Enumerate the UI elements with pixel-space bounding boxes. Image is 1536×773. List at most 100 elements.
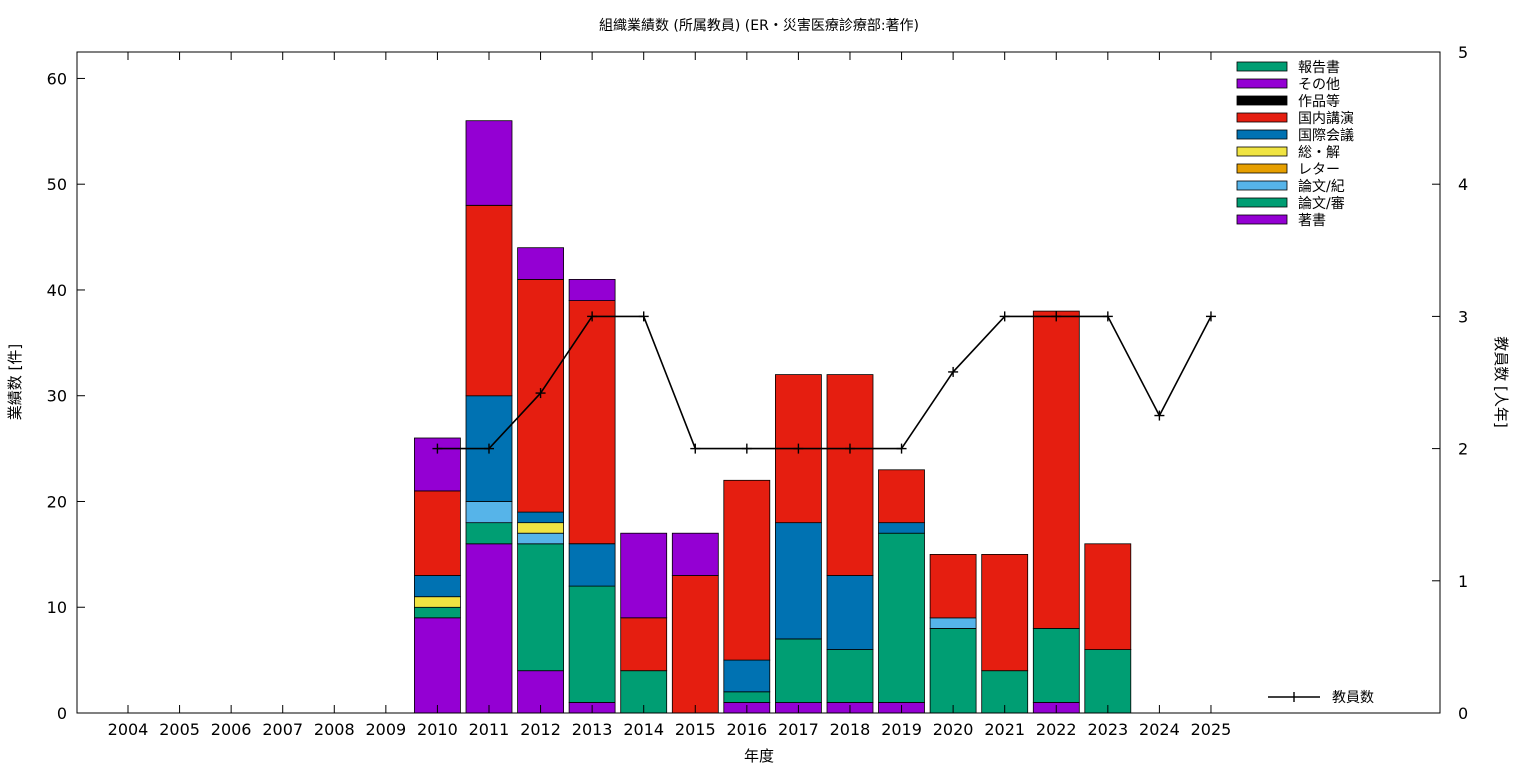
y2-tick-label: 5 [1458, 43, 1468, 62]
line-point [896, 443, 907, 454]
x-tick-label: 2018 [830, 720, 871, 739]
legend-swatch [1236, 61, 1288, 72]
legend-swatch [1236, 129, 1288, 140]
y-tick-label: 10 [47, 598, 67, 617]
bar-segment [517, 532, 564, 545]
x-tick-label: 2016 [726, 720, 767, 739]
line-point [1051, 311, 1062, 322]
bar-segment [517, 511, 564, 524]
bar-segment [413, 596, 461, 608]
line-point [535, 388, 546, 399]
line-point [844, 443, 855, 454]
x-tick-label: 2009 [365, 720, 406, 739]
x-tick-label: 2021 [984, 720, 1025, 739]
bar-segment [1084, 543, 1132, 650]
legend-swatch [1236, 197, 1288, 208]
x-tick-label: 2005 [159, 720, 200, 739]
legend-swatch [1236, 146, 1288, 157]
line-point [1102, 311, 1113, 322]
bar-segment [568, 585, 616, 703]
line-point [948, 366, 959, 377]
y-axis-label: 業績数 [件] [6, 344, 24, 420]
legend-swatch [1236, 163, 1288, 174]
legend-label: 論文/審 [1298, 196, 1345, 212]
y2-tick-label: 1 [1458, 572, 1468, 591]
x-tick-label: 2008 [314, 720, 355, 739]
bar-segment [826, 649, 874, 703]
bar-segment [929, 554, 977, 619]
legend-swatch [1236, 214, 1288, 225]
legend-swatch [1236, 78, 1288, 89]
x-tick-label: 2015 [675, 720, 716, 739]
x-tick-label: 2013 [572, 720, 613, 739]
legend-label: レター [1298, 162, 1340, 178]
bar-segment [465, 522, 513, 545]
bar-segment [1084, 649, 1132, 714]
bar-segment [671, 532, 719, 576]
plot-frame [76, 51, 1441, 714]
bar-segment [723, 691, 771, 703]
legend-label: 総・解 [1298, 145, 1340, 161]
bar-segment [517, 543, 564, 672]
x-tick-label: 2014 [623, 720, 664, 739]
bar-segment [465, 543, 513, 714]
x-tick-label: 2022 [1036, 720, 1077, 739]
y2-tick-label: 3 [1458, 307, 1468, 326]
legend-label: 作品等 [1298, 93, 1340, 110]
bar-segment [929, 617, 977, 629]
y-tick-label: 40 [47, 281, 67, 300]
y-tick-label: 60 [47, 69, 67, 88]
y2-tick-label: 4 [1458, 175, 1468, 194]
y-tick-label: 0 [57, 704, 67, 723]
bar-segment [413, 606, 461, 619]
y2-tick-label: 0 [1458, 704, 1468, 723]
bar-segment [568, 543, 616, 587]
bar-segment [568, 278, 616, 301]
bar-segment [620, 532, 668, 619]
bar-segment [413, 575, 461, 598]
y-tick-label: 50 [47, 175, 67, 194]
bar-segment [1032, 628, 1080, 703]
line-point [1154, 410, 1165, 421]
line-point [587, 311, 598, 322]
chart-title: 組織業績数 (所属教員) (ER・災害医療診療部:著作) [599, 17, 919, 34]
legend-label: 報告書 [1298, 60, 1340, 76]
x-axis-label: 年度 [744, 747, 774, 765]
bar-segment [1032, 310, 1080, 629]
bar-segment [826, 575, 874, 650]
x-tick-label: 2012 [520, 720, 561, 739]
x-tick-label: 2020 [933, 720, 974, 739]
y2-axis-label: 教員数 [人年] [1492, 336, 1510, 427]
bar-segment [413, 490, 461, 576]
line-point [483, 443, 494, 454]
line-point [432, 443, 443, 454]
bar-segment [517, 247, 564, 280]
y-tick-label: 30 [47, 387, 67, 406]
bars-layer [413, 120, 1132, 714]
x-tick-label: 2010 [417, 720, 458, 739]
legend-label: その他 [1298, 77, 1340, 93]
bar-segment [775, 522, 822, 640]
legend-swatch [1236, 112, 1288, 123]
bar-segment [465, 204, 513, 397]
line-point [638, 311, 649, 322]
line-series-faculty [437, 315, 1212, 450]
bar-segment [878, 469, 925, 524]
line-point [690, 443, 701, 454]
bar-segment [878, 532, 925, 703]
bar-segment [878, 522, 925, 534]
bar-segment [465, 501, 513, 524]
line-point [999, 311, 1010, 322]
bar-segment [671, 575, 719, 714]
legend-label: 著書 [1298, 213, 1326, 229]
line-point [741, 443, 752, 454]
x-tick-label: 2006 [211, 720, 252, 739]
bar-segment [723, 659, 771, 693]
bar-segment [517, 522, 564, 534]
x-tick-label: 2023 [1087, 720, 1128, 739]
bar-segment [413, 617, 461, 714]
bar-segment [465, 120, 513, 206]
